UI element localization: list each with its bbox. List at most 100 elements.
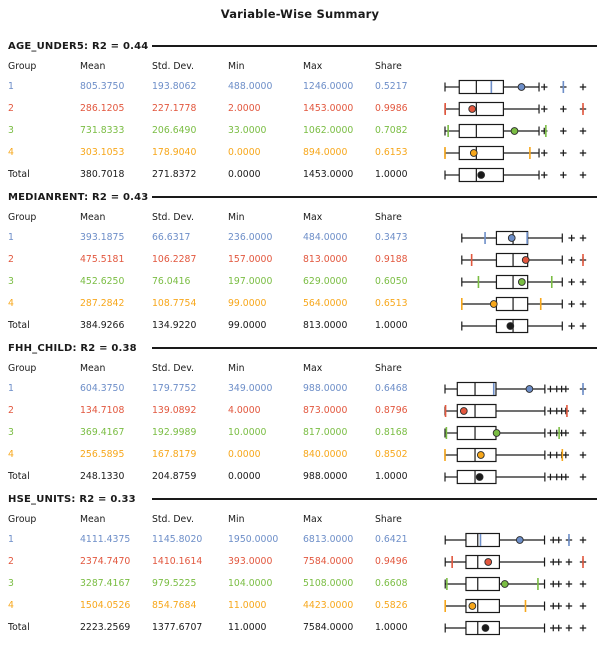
- cell-share: 0.6421: [375, 534, 408, 545]
- box: [458, 145, 505, 161]
- cell-mean: 604.3750: [80, 383, 125, 394]
- page-title: Variable-Wise Summary: [220, 7, 380, 21]
- boxplot-cell: [435, 142, 598, 164]
- column-header-group: Group: [8, 212, 37, 223]
- table-row: 4 1504.0526 854.7684 11.0000 4423.0000 0.5826: [0, 595, 600, 617]
- cell-std-dev: 76.0416: [152, 276, 191, 287]
- cell-max: 894.0000: [303, 147, 348, 158]
- cell-min: 4.0000: [228, 405, 261, 416]
- cell-share: 0.8502: [375, 449, 408, 460]
- cell-mean: 380.7018: [80, 169, 125, 180]
- mean-dot: [459, 407, 468, 415]
- boxplot-cell: [435, 271, 598, 293]
- box: [456, 425, 497, 441]
- cell-share: 1.0000: [375, 169, 408, 180]
- table-row: 2 134.7108 139.0892 4.0000 873.0000 0.8796: [0, 400, 600, 422]
- table-row: 3 731.8333 206.6490 33.0000 1062.0000 0.7082: [0, 120, 600, 142]
- box: [465, 576, 501, 592]
- cell-group: 3: [8, 427, 14, 438]
- cell-std-dev: 979.5225: [152, 578, 197, 589]
- cell-mean: 248.1330: [80, 471, 125, 482]
- outlier-plus: [555, 580, 562, 588]
- cell-group: 1: [8, 534, 14, 545]
- cell-mean: 475.5181: [80, 254, 125, 265]
- section-fhh_child: FHH_CHILD: R2 = 0.38 Group Mean Std. Dev. Mi…: [0, 343, 600, 496]
- box: [456, 447, 497, 463]
- cell-min: 488.0000: [228, 81, 273, 92]
- section-hse_units: HSE_UNITS: R2 = 0.33 Group Mean Std. Dev. Mi…: [0, 494, 600, 647]
- boxplot: [461, 252, 587, 268]
- cell-std-dev: 193.8062: [152, 81, 197, 92]
- cell-share: 0.6050: [375, 276, 408, 287]
- cell-max: 988.0000: [303, 383, 348, 394]
- cell-max: 817.0000: [303, 427, 348, 438]
- cell-share: 0.6153: [375, 147, 408, 158]
- box: [465, 554, 501, 570]
- cell-min: 99.0000: [228, 298, 267, 309]
- table-row: 1 4111.4375 1145.8020 1950.0000 6813.0000 0.6…: [0, 529, 600, 551]
- cell-group: 4: [8, 600, 14, 611]
- boxplot: [444, 381, 587, 397]
- cell-group: 3: [8, 276, 14, 287]
- mean-dot: [510, 127, 519, 135]
- column-header-mean: Mean: [80, 514, 106, 525]
- table-rows: 1 4111.4375 1145.8020 1950.0000 6813.0000 0.6…: [0, 529, 600, 639]
- column-headers: Group Mean Std. Dev. Min Max Share: [0, 56, 600, 78]
- boxplot: [444, 620, 587, 636]
- cell-max: 484.0000: [303, 232, 348, 243]
- boxplot: [444, 598, 587, 614]
- outlier-plus: [562, 473, 570, 481]
- column-header-min: Min: [228, 212, 245, 223]
- cell-max: 629.0000: [303, 276, 348, 287]
- section-divider: [152, 45, 597, 47]
- cell-max: 7584.0000: [303, 556, 354, 567]
- cell-min: 0.0000: [228, 147, 261, 158]
- boxplot: [444, 469, 587, 485]
- outlier-plus: [550, 536, 557, 544]
- cell-group: Total: [8, 320, 30, 331]
- cell-share: 1.0000: [375, 622, 408, 633]
- outlier-plus: [555, 558, 562, 566]
- cell-std-dev: 271.8372: [152, 169, 197, 180]
- cell-min: 33.0000: [228, 125, 267, 136]
- outlier-plus: [579, 322, 587, 330]
- cell-group: Total: [8, 169, 30, 180]
- outlier-plus: [565, 580, 573, 588]
- cell-std-dev: 1377.6707: [152, 622, 203, 633]
- cell-share: 0.5217: [375, 81, 408, 92]
- column-header-share: Share: [375, 212, 402, 223]
- boxplot-cell: [435, 164, 598, 186]
- cell-group: 2: [8, 103, 14, 114]
- cell-share: 0.8168: [375, 427, 408, 438]
- box: [495, 296, 529, 312]
- boxplot-cell: [435, 400, 598, 422]
- outlier-plus: [579, 149, 587, 157]
- mean-dot: [515, 536, 524, 544]
- outlier-plus: [579, 234, 587, 242]
- cell-std-dev: 179.7752: [152, 383, 197, 394]
- mean-dot: [521, 256, 530, 264]
- outlier-plus: [541, 149, 548, 157]
- cell-share: 1.0000: [375, 471, 408, 482]
- column-header-max: Max: [303, 363, 323, 374]
- column-header-group: Group: [8, 363, 37, 374]
- outlier-plus: [579, 407, 587, 415]
- boxplot-cell: [435, 422, 598, 444]
- cell-min: 393.0000: [228, 556, 273, 567]
- outlier-plus: [568, 234, 575, 242]
- cell-std-dev: 206.6490: [152, 125, 197, 136]
- cell-std-dev: 134.9220: [152, 320, 197, 331]
- cell-std-dev: 192.9989: [152, 427, 197, 438]
- cell-min: 11.0000: [228, 600, 267, 611]
- table-row: 1 604.3750 179.7752 349.0000 988.0000 0.6468: [0, 378, 600, 400]
- outlier-plus: [547, 385, 554, 393]
- outlier-plus: [560, 127, 567, 135]
- mean-dot: [489, 300, 498, 308]
- mean-dot: [477, 171, 486, 179]
- boxplot: [444, 123, 587, 139]
- cell-min: 236.0000: [228, 232, 273, 243]
- mean-dot: [506, 322, 515, 330]
- mean-dot: [525, 385, 534, 393]
- cell-max: 4423.0000: [303, 600, 354, 611]
- cell-group: 2: [8, 556, 14, 567]
